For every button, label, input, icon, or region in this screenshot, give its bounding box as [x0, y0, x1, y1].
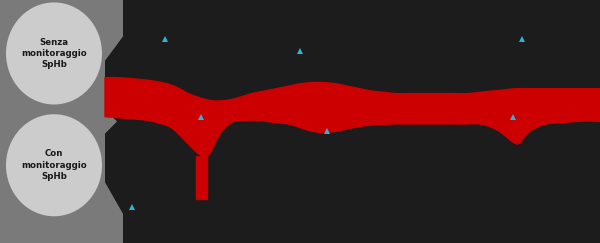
Ellipse shape: [6, 2, 102, 104]
Text: Senza
monitoraggio
SpHb: Senza monitoraggio SpHb: [21, 37, 87, 69]
Polygon shape: [196, 156, 207, 199]
Ellipse shape: [6, 114, 102, 216]
Text: Con
monitoraggio
SpHb: Con monitoraggio SpHb: [21, 149, 87, 181]
Polygon shape: [105, 78, 600, 157]
Polygon shape: [0, 0, 123, 243]
